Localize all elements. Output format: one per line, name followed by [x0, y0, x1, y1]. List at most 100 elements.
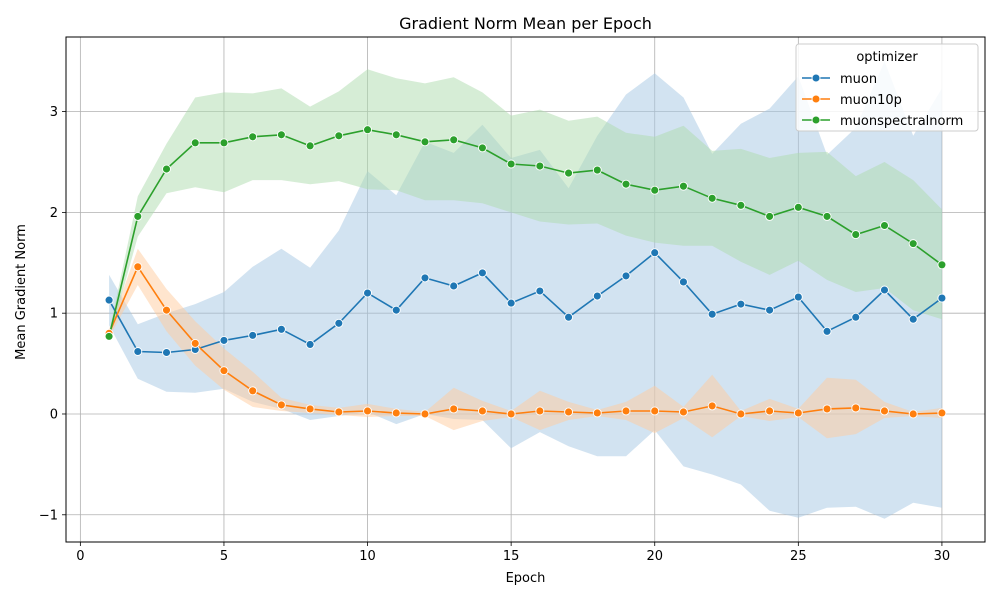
point-muon [363, 288, 372, 298]
point-muon [793, 292, 803, 302]
x-tick-label: 30 [934, 549, 951, 564]
point-muonspectralnorm [908, 239, 918, 249]
x-tick-label: 25 [790, 549, 807, 564]
point-muonspectralnorm [477, 143, 487, 153]
x-axis-label: Epoch [506, 571, 546, 586]
point-muon [219, 335, 229, 345]
point-muon [937, 293, 947, 303]
point-muon10p [420, 409, 430, 419]
point-muon [391, 305, 401, 315]
point-muon10p [391, 408, 401, 418]
point-muon [133, 347, 143, 356]
point-muon [621, 271, 631, 281]
point-muonspectralnorm [736, 200, 746, 210]
plot-frame [65, 36, 986, 543]
point-muonspectralnorm [592, 165, 602, 175]
point-muonspectralnorm [104, 331, 114, 341]
band-muon10p [109, 248, 942, 439]
point-muon10p [880, 406, 889, 416]
point-muonspectralnorm [793, 202, 803, 212]
point-muonspectralnorm [248, 132, 258, 142]
y-tick-label: −1 [39, 508, 58, 523]
chart-title: Gradient Norm Mean per Epoch [399, 14, 652, 33]
x-tick-label: 5 [220, 549, 228, 564]
point-muon [822, 326, 832, 336]
point-muon [276, 324, 286, 334]
band-muonspectralnorm [109, 69, 942, 341]
x-tick-label: 15 [503, 549, 520, 564]
point-muon10p [276, 400, 286, 410]
point-muon10p [477, 406, 487, 416]
point-muonspectralnorm [449, 135, 459, 145]
series-points [104, 125, 947, 419]
point-muon [880, 285, 889, 295]
point-muon10p [851, 403, 861, 413]
point-muon10p [133, 262, 143, 272]
point-muonspectralnorm [535, 161, 545, 171]
point-muon10p [822, 404, 832, 414]
legend-swatch-marker [811, 94, 821, 104]
point-muonspectralnorm [133, 211, 143, 221]
legend-entry-label: muon10p [840, 93, 902, 108]
point-muon [248, 330, 258, 340]
y-axis-label: Mean Gradient Norm [14, 224, 29, 360]
point-muon [736, 299, 746, 309]
point-muon10p [592, 408, 602, 418]
point-muonspectralnorm [564, 168, 574, 178]
y-tick-label: 0 [50, 407, 58, 422]
point-muon10p [650, 406, 660, 416]
point-muonspectralnorm [822, 211, 832, 221]
y-tick-label: 2 [50, 206, 58, 221]
point-muon [592, 291, 602, 301]
point-muon [420, 273, 430, 283]
point-muonspectralnorm [650, 185, 660, 195]
point-muon10p [190, 338, 200, 348]
point-muonspectralnorm [679, 181, 688, 191]
point-muon10p [793, 408, 803, 418]
axis-ticks: 0 5 10 15 20 25 30 −1 0 1 2 3 [39, 105, 950, 564]
point-muonspectralnorm [880, 221, 889, 230]
point-muon [650, 248, 660, 258]
point-muonspectralnorm [506, 159, 516, 169]
point-muonspectralnorm [305, 141, 315, 151]
point-muon10p [506, 409, 516, 419]
point-muon [707, 309, 717, 319]
point-muon [506, 298, 516, 308]
point-muonspectralnorm [420, 137, 430, 147]
point-muon [851, 312, 861, 322]
y-tick-label: 1 [50, 307, 58, 322]
point-muonspectralnorm [937, 260, 947, 270]
legend-swatch-marker [811, 73, 821, 83]
point-muon [334, 318, 344, 328]
point-muon [765, 305, 775, 315]
point-muon [449, 281, 459, 291]
series-lines [108, 128, 943, 415]
point-muon10p [707, 401, 717, 411]
y-tick-label: 3 [50, 105, 58, 120]
point-muon [908, 314, 918, 324]
point-muonspectralnorm [851, 230, 861, 240]
point-muon [104, 295, 114, 305]
legend-title: optimizer [856, 50, 918, 65]
point-muonspectralnorm [765, 211, 775, 221]
line-muon [108, 251, 943, 354]
point-muonspectralnorm [391, 130, 401, 140]
legend-swatch-marker [811, 115, 821, 125]
point-muon10p [248, 386, 258, 396]
point-muon10p [334, 407, 344, 417]
point-muon [535, 286, 545, 296]
point-muonspectralnorm [621, 179, 631, 189]
point-muon [162, 348, 171, 357]
x-tick-label: 20 [646, 549, 663, 564]
point-muon10p [765, 406, 775, 416]
point-muon [564, 312, 574, 322]
line-muonspectralnorm [108, 128, 943, 337]
point-muon10p [621, 406, 631, 416]
point-muonspectralnorm [707, 193, 717, 203]
legend-entry-label: muonspectralnorm [840, 114, 963, 129]
point-muonspectralnorm [190, 138, 200, 148]
legend-entry-label: muon [840, 72, 877, 87]
legend-box [795, 43, 979, 132]
